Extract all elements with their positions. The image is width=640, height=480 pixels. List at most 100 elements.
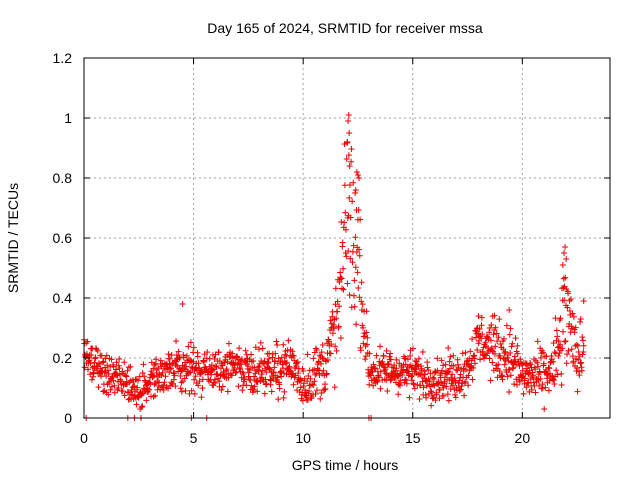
data-point bbox=[169, 360, 176, 367]
data-point bbox=[393, 365, 400, 372]
data-point bbox=[525, 371, 532, 378]
data-point bbox=[318, 349, 325, 356]
data-point bbox=[558, 370, 565, 377]
data-point bbox=[140, 361, 147, 368]
data-point bbox=[341, 182, 348, 189]
data-point bbox=[427, 388, 434, 395]
data-point bbox=[560, 250, 567, 256]
data-point bbox=[429, 374, 436, 381]
data-point bbox=[505, 357, 512, 364]
data-point bbox=[562, 338, 569, 345]
data-point bbox=[345, 118, 352, 124]
data-point bbox=[431, 376, 438, 383]
data-point bbox=[346, 182, 353, 189]
data-point bbox=[521, 380, 528, 387]
data-point bbox=[261, 390, 268, 397]
data-point bbox=[540, 349, 547, 356]
data-point bbox=[295, 370, 302, 377]
data-point bbox=[547, 359, 554, 366]
data-point bbox=[149, 372, 156, 379]
data-point bbox=[282, 360, 289, 367]
data-point bbox=[514, 350, 521, 357]
data-point bbox=[563, 256, 570, 262]
data-point bbox=[131, 383, 138, 390]
data-point bbox=[440, 392, 447, 399]
data-point bbox=[110, 377, 117, 384]
data-point bbox=[264, 359, 271, 366]
data-point bbox=[94, 347, 101, 354]
data-point bbox=[470, 365, 477, 372]
chart-title: Day 165 of 2024, SRMTID for receiver mss… bbox=[207, 20, 483, 36]
data-point bbox=[163, 383, 170, 390]
data-point bbox=[319, 355, 326, 362]
data-point bbox=[108, 356, 115, 363]
data-point bbox=[190, 344, 197, 351]
data-point bbox=[170, 376, 177, 383]
data-point bbox=[554, 371, 561, 378]
data-point bbox=[345, 248, 352, 255]
data-point bbox=[333, 347, 340, 354]
data-point bbox=[500, 335, 507, 342]
data-point bbox=[357, 347, 364, 354]
data-point bbox=[227, 370, 234, 377]
data-point bbox=[562, 244, 569, 250]
data-point bbox=[573, 341, 580, 348]
data-point bbox=[538, 385, 545, 392]
data-point bbox=[233, 369, 240, 376]
data-point bbox=[88, 352, 95, 359]
data-point bbox=[312, 391, 319, 398]
data-point bbox=[234, 354, 241, 361]
data-point bbox=[194, 353, 201, 360]
data-point bbox=[296, 388, 303, 395]
data-point bbox=[281, 388, 288, 395]
data-point bbox=[571, 329, 578, 336]
data-point bbox=[556, 350, 563, 357]
data-point bbox=[445, 397, 452, 404]
data-point bbox=[561, 338, 568, 345]
y-tick-label: 1 bbox=[64, 110, 72, 126]
data-point bbox=[467, 348, 474, 355]
data-point bbox=[113, 359, 120, 366]
data-point bbox=[333, 315, 340, 322]
data-point bbox=[388, 376, 395, 383]
data-point bbox=[359, 322, 366, 329]
data-point bbox=[304, 378, 311, 385]
data-point bbox=[99, 359, 106, 366]
data-point bbox=[534, 338, 541, 345]
data-point bbox=[395, 372, 402, 379]
data-point bbox=[442, 361, 449, 368]
data-point bbox=[241, 374, 248, 381]
data-point bbox=[324, 356, 331, 363]
data-point bbox=[397, 377, 404, 384]
data-point bbox=[180, 354, 187, 361]
data-point bbox=[263, 369, 270, 376]
y-tick-label: 0.2 bbox=[53, 350, 73, 366]
data-point bbox=[409, 372, 416, 379]
x-tick-label: 10 bbox=[295, 430, 311, 446]
data-point bbox=[362, 356, 369, 363]
data-point bbox=[310, 355, 317, 362]
data-point bbox=[290, 381, 297, 388]
data-point bbox=[332, 343, 339, 350]
data-point bbox=[414, 381, 421, 388]
data-point bbox=[337, 335, 344, 342]
data-point bbox=[345, 152, 352, 159]
data-point bbox=[489, 359, 496, 366]
data-point bbox=[535, 363, 542, 370]
data-point bbox=[300, 380, 307, 387]
data-point bbox=[339, 285, 346, 292]
data-point bbox=[327, 317, 334, 324]
data-point bbox=[186, 390, 193, 397]
data-point bbox=[346, 130, 353, 136]
data-point bbox=[317, 360, 324, 367]
data-point bbox=[195, 382, 202, 389]
data-point bbox=[215, 375, 222, 382]
data-point bbox=[391, 362, 398, 369]
data-point bbox=[290, 371, 297, 378]
data-point bbox=[349, 259, 356, 266]
data-point bbox=[279, 365, 286, 372]
data-point bbox=[216, 378, 223, 385]
data-point bbox=[347, 255, 354, 262]
data-point bbox=[568, 346, 575, 353]
